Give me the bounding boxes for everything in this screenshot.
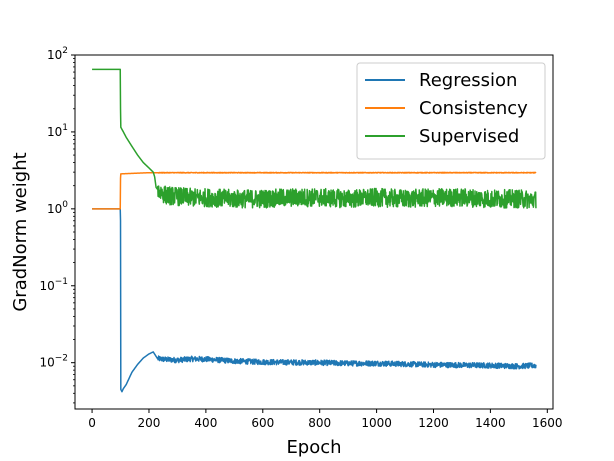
x-tick-label: 600 xyxy=(251,416,274,430)
y-tick-label: 101 xyxy=(47,123,68,139)
x-tick-label: 1000 xyxy=(361,416,392,430)
y-tick-label: 100 xyxy=(47,200,68,216)
x-axis-label: Epoch xyxy=(286,437,341,458)
x-tick-label: 200 xyxy=(138,416,161,430)
series-line-regression xyxy=(91,208,537,393)
series-layer xyxy=(91,68,537,393)
x-tick-label: 1400 xyxy=(475,416,506,430)
y-axis-label: GradNorm weight xyxy=(10,152,31,311)
y-axis: 10−2 10−1 100 101 102 xyxy=(39,46,75,404)
x-tick-label: 1200 xyxy=(418,416,449,430)
x-tick-label: 800 xyxy=(308,416,331,430)
y-tick-label: 10−2 xyxy=(39,354,68,370)
x-tick-label: 1600 xyxy=(532,416,563,430)
legend-label-regression: Regression xyxy=(419,70,517,91)
x-tick-label: 400 xyxy=(194,416,217,430)
y-tick-label: 10−1 xyxy=(39,277,68,293)
series-line-supervised xyxy=(91,68,537,209)
legend: Regression Consistency Supervised xyxy=(356,62,546,160)
x-tick-label: 0 xyxy=(88,416,96,430)
x-axis: 0 200 400 600 800 1000 1200 1400 1600 xyxy=(88,409,563,430)
legend-label-consistency: Consistency xyxy=(419,98,528,119)
legend-label-supervised: Supervised xyxy=(419,126,519,147)
y-tick-label: 102 xyxy=(47,46,68,62)
series-line-consistency xyxy=(91,171,537,210)
